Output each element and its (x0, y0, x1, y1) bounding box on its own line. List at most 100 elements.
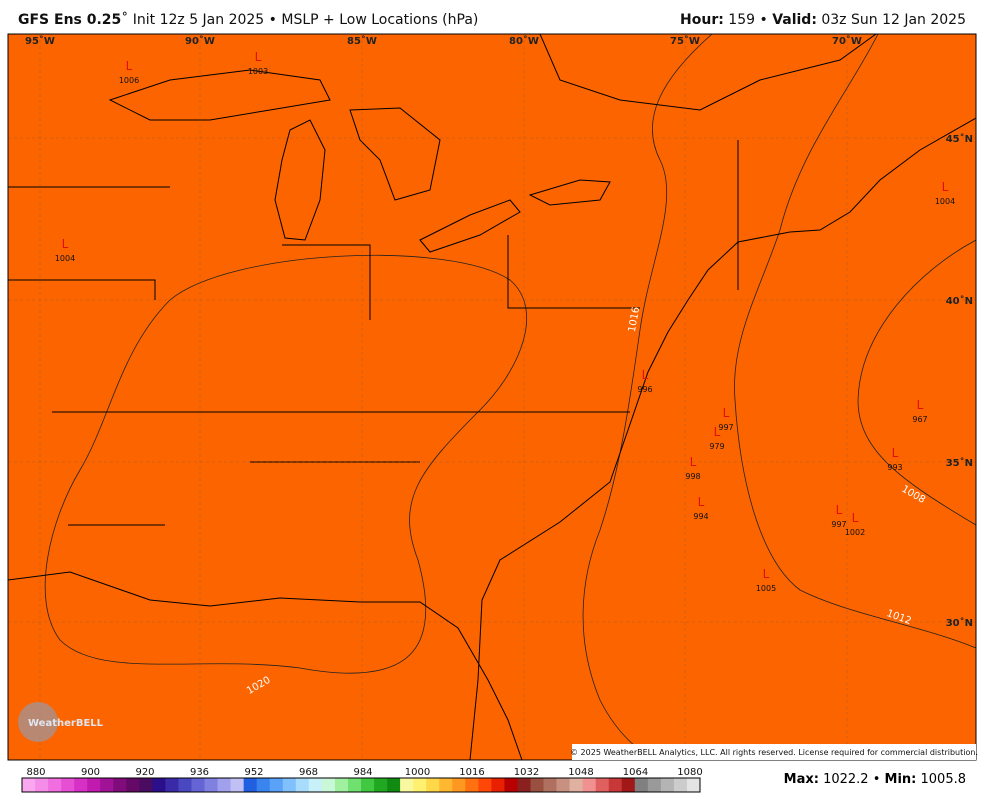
longitude-label: 75˚W (670, 35, 700, 47)
colorbar-swatch (504, 778, 518, 792)
hour-key: Hour: (680, 12, 724, 28)
colorbar-label: 1064 (623, 767, 648, 778)
lake-huron (349, 107, 441, 201)
colorbar-swatch (556, 778, 570, 792)
colorbar-swatch (517, 778, 531, 792)
low-marker: L (892, 446, 899, 460)
colorbar-label: 952 (244, 767, 263, 778)
colorbar-swatch (87, 778, 101, 792)
colorbar-swatch (191, 778, 205, 792)
low-marker: L (126, 59, 133, 73)
colorbar-swatch (35, 778, 49, 792)
field (8, 34, 976, 760)
colorbar-swatch (608, 778, 623, 792)
header-rest: ˚ Init 12z 5 Jan 2025 • MSLP + Low Locat… (121, 12, 479, 28)
min: 1005.8 (916, 772, 967, 787)
low-pressure: 1005 (756, 584, 776, 593)
hour: 159 • (723, 12, 773, 28)
low-marker: L (763, 567, 770, 581)
colorbar-swatch (230, 778, 244, 792)
colorbar-swatch (139, 778, 153, 792)
colorbar-label: 936 (190, 767, 209, 778)
colorbar-swatch (530, 778, 544, 792)
low-marker: L (255, 50, 262, 64)
colorbar-label: 1032 (514, 767, 539, 778)
colorbar-swatch (387, 778, 401, 792)
longitude-label: 80˚W (509, 35, 539, 47)
colorbar-label: 1000 (405, 767, 430, 778)
low-pressure: 979 (709, 442, 724, 451)
colorbar-swatch (48, 778, 62, 792)
colorbar-swatch (439, 778, 453, 792)
colorbar-swatch (569, 778, 583, 792)
atlantic-coast (469, 117, 976, 760)
colorbar-swatch (282, 778, 297, 792)
lake-ontario (528, 179, 611, 206)
low-marker: L (852, 511, 859, 525)
longitude-label: 70˚W (832, 35, 862, 47)
low-marker: L (917, 398, 924, 412)
low-pressure: 998 (685, 472, 700, 481)
colorbar-swatch (269, 778, 284, 792)
colorbar-swatch (334, 778, 349, 792)
colorbar-swatch (543, 778, 557, 792)
colorbar-swatch (74, 778, 88, 792)
longitude-label: 85˚W (347, 35, 377, 47)
colorbar-label: 984 (353, 767, 372, 778)
copyright-box (572, 744, 976, 760)
colorbar-swatch (660, 778, 675, 792)
contour-label: 1016 (627, 306, 642, 333)
colorbar-swatch (621, 778, 636, 792)
colorbar-swatch (113, 778, 127, 792)
colorbar-swatch (413, 778, 427, 792)
low-pressure: 967 (912, 415, 927, 424)
colorbar-label: 900 (81, 767, 100, 778)
colorbar-label: 968 (299, 767, 318, 778)
colorbar-swatch (243, 778, 257, 792)
colorbar-label: 920 (135, 767, 154, 778)
colorbar-swatch (178, 778, 192, 792)
map-frame (7, 33, 977, 761)
header-left: GFS Ens 0.25˚ Init 12z 5 Jan 2025 • MSLP… (18, 12, 478, 28)
gulf-coast (8, 571, 523, 760)
valid-key: Valid: (772, 12, 817, 28)
low-marker: L (62, 237, 69, 251)
colorbar-swatch (452, 778, 466, 792)
colorbar-swatch (100, 778, 114, 792)
colorbar-swatch (165, 778, 179, 792)
latitude-label: 40˚N (946, 295, 973, 307)
lake-erie (419, 199, 521, 253)
colorbar-swatch (308, 778, 323, 792)
colorbar-swatch (217, 778, 231, 792)
colorbar-label: 1080 (677, 767, 702, 778)
colorbar-swatch (478, 778, 492, 792)
low-pressure: 1003 (248, 67, 268, 76)
longitude-label: 90˚W (185, 35, 215, 47)
colorbar-label: 880 (26, 767, 45, 778)
colorbar-swatch (152, 778, 166, 792)
low-marker: L (942, 180, 949, 194)
copyright: © 2025 WeatherBELL Analytics, LLC. All r… (570, 748, 978, 757)
latitude-label: 30˚N (946, 617, 973, 629)
valid: 03z Sun 12 Jan 2025 (816, 12, 966, 28)
contour-1012-fill (734, 34, 976, 649)
low-marker: L (714, 425, 721, 439)
colorbar-swatch (22, 778, 36, 792)
lake-michigan (274, 119, 326, 241)
colorbar-label: 1016 (459, 767, 484, 778)
logo: WeatherBELL (18, 702, 104, 742)
low-marker: L (836, 503, 843, 517)
latitude-label: 35˚N (946, 457, 973, 469)
colorbar-swatch (295, 778, 310, 792)
lake-superior (108, 69, 331, 121)
canada-border (539, 34, 877, 111)
low-pressure: 1002 (845, 528, 865, 537)
low-pressure: 997 (718, 423, 733, 432)
low-pressure: 1004 (55, 254, 75, 263)
min-key: Min: (884, 772, 917, 787)
colorbar-frame (21, 777, 701, 793)
low-pressure: 1004 (935, 197, 955, 206)
colorbar-swatch (400, 778, 414, 792)
